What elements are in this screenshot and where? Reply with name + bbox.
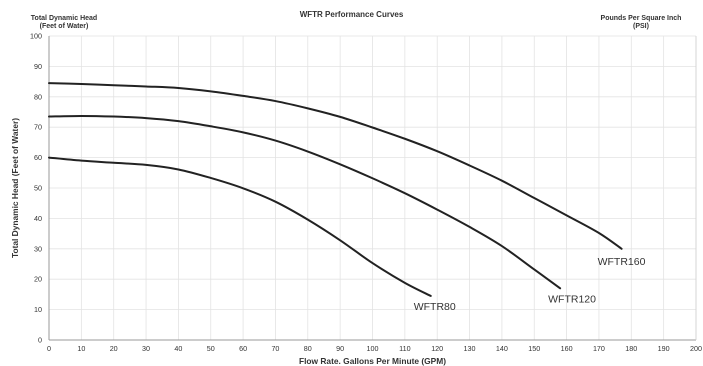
- x-tick-label: 130: [464, 344, 476, 353]
- y-axis-label: Total Dynamic Head (Feet of Water): [10, 118, 20, 258]
- y-tick-label: 30: [34, 244, 42, 253]
- x-tick-label: 70: [271, 344, 279, 353]
- x-tick-label: 30: [142, 344, 150, 353]
- left-header-line-1: Total Dynamic Head: [30, 15, 98, 22]
- x-tick-label: 180: [625, 344, 637, 353]
- tick-labels: 0 10 20 30 40 50 60 70 80 90 100 110 120 130 140 150 160…: [30, 32, 702, 354]
- x-tick-label: 200: [690, 344, 702, 353]
- curve-wftr80: [48, 156, 432, 297]
- y-tick-label: 100: [30, 32, 42, 41]
- x-tick-label: 190: [658, 344, 670, 353]
- x-tick-label: 80: [304, 344, 312, 353]
- x-tick-label: 0: [47, 344, 51, 353]
- left-header-line-2: (Feet of Water): [39, 23, 89, 30]
- left-axis-header: Total Dynamic Head (Feet of Water): [20, 15, 108, 31]
- x-tick-label: 20: [110, 344, 118, 353]
- y-tick-label: 10: [34, 305, 42, 314]
- curve-wftr120: [48, 114, 562, 290]
- x-tick-label: 90: [336, 344, 344, 353]
- x-tick-label: 10: [77, 344, 85, 353]
- series-labels: WFTR160 WFTR120 WFTR80: [414, 256, 646, 313]
- y-tick-label: 50: [34, 184, 42, 193]
- x-tick-label: 110: [399, 344, 410, 353]
- axes: [48, 36, 697, 341]
- x-tick-label: 140: [496, 344, 508, 353]
- y-tick-label: 90: [34, 62, 42, 71]
- curve-wftr160: [48, 82, 623, 250]
- right-header-line-1: Pounds Per Square Inch: [600, 15, 682, 22]
- y-tick-label: 40: [34, 214, 42, 223]
- x-tick-label: 120: [431, 344, 443, 353]
- y-tick-label: 80: [34, 92, 42, 101]
- right-header-line-2: (PSI): [633, 23, 649, 30]
- series-label-wftr80: WFTR80: [414, 301, 456, 313]
- x-axis-label: Flow Rate. Gallons Per Minute (GPM): [299, 356, 446, 366]
- series-label-wftr120: WFTR120: [548, 293, 596, 305]
- series-label-wftr160: WFTR160: [598, 256, 646, 268]
- x-tick-label: 150: [528, 344, 540, 353]
- y-tick-label: 0: [38, 336, 42, 345]
- chart-title: WFTR Performance Curves: [299, 10, 404, 19]
- y-tick-label: 60: [34, 153, 42, 162]
- grid-lines: [49, 35, 697, 340]
- y-tick-label: 20: [34, 275, 42, 284]
- x-tick-label: 60: [239, 344, 247, 353]
- right-axis-header: Pounds Per Square Inch (PSI): [586, 15, 696, 31]
- x-tick-label: 50: [207, 344, 215, 353]
- x-tick-label: 170: [593, 344, 605, 353]
- curves: [48, 82, 623, 297]
- y-tick-label: 70: [34, 123, 42, 132]
- x-tick-label: 40: [174, 344, 182, 353]
- x-tick-label: 100: [367, 344, 379, 353]
- x-tick-label: 160: [561, 344, 573, 353]
